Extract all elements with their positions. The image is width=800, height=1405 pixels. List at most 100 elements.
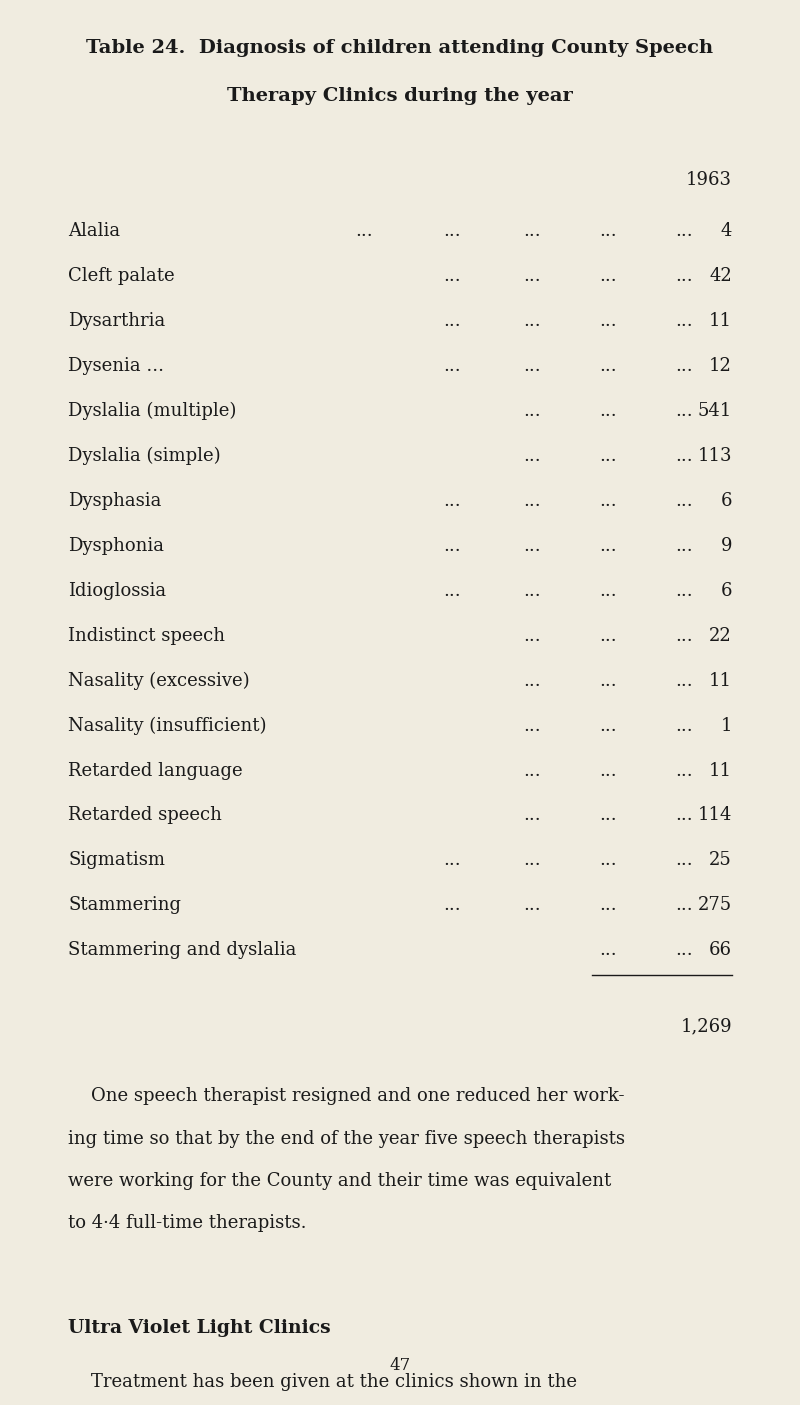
Text: ...: ... (599, 312, 617, 330)
Text: ...: ... (523, 222, 541, 240)
Text: Dysphasia: Dysphasia (68, 492, 162, 510)
Text: Idioglossia: Idioglossia (68, 582, 166, 600)
Text: 541: 541 (698, 402, 732, 420)
Text: ...: ... (355, 222, 373, 240)
Text: ...: ... (523, 357, 541, 375)
Text: ...: ... (599, 851, 617, 870)
Text: Stammering: Stammering (68, 896, 181, 915)
Text: ...: ... (523, 447, 541, 465)
Text: ...: ... (599, 492, 617, 510)
Text: ...: ... (675, 492, 693, 510)
Text: ...: ... (675, 222, 693, 240)
Text: 113: 113 (698, 447, 732, 465)
Text: ...: ... (599, 896, 617, 915)
Text: ...: ... (599, 447, 617, 465)
Text: ...: ... (443, 267, 461, 285)
Text: ...: ... (443, 357, 461, 375)
Text: ...: ... (599, 267, 617, 285)
Text: 275: 275 (698, 896, 732, 915)
Text: 1: 1 (721, 717, 732, 735)
Text: ...: ... (523, 806, 541, 825)
Text: 1963: 1963 (686, 171, 732, 190)
Text: ...: ... (523, 267, 541, 285)
Text: to 4·4 full-time therapists.: to 4·4 full-time therapists. (68, 1214, 306, 1232)
Text: Ultra Violet Light Clinics: Ultra Violet Light Clinics (68, 1319, 330, 1338)
Text: ...: ... (599, 717, 617, 735)
Text: 47: 47 (390, 1357, 410, 1374)
Text: ...: ... (599, 537, 617, 555)
Text: 42: 42 (710, 267, 732, 285)
Text: ing time so that by the end of the year five speech therapists: ing time so that by the end of the year … (68, 1130, 625, 1148)
Text: ...: ... (599, 222, 617, 240)
Text: Indistinct speech: Indistinct speech (68, 627, 225, 645)
Text: ...: ... (443, 492, 461, 510)
Text: ...: ... (523, 582, 541, 600)
Text: Retarded speech: Retarded speech (68, 806, 222, 825)
Text: Treatment has been given at the clinics shown in the: Treatment has been given at the clinics … (68, 1373, 577, 1391)
Text: ...: ... (599, 762, 617, 780)
Text: ...: ... (675, 267, 693, 285)
Text: Nasality (insufficient): Nasality (insufficient) (68, 717, 266, 735)
Text: Sigmatism: Sigmatism (68, 851, 165, 870)
Text: ...: ... (523, 896, 541, 915)
Text: ...: ... (675, 941, 693, 960)
Text: ...: ... (443, 896, 461, 915)
Text: ...: ... (523, 672, 541, 690)
Text: ...: ... (675, 312, 693, 330)
Text: 11: 11 (709, 312, 732, 330)
Text: 1,269: 1,269 (680, 1017, 732, 1035)
Text: Dyslalia (multiple): Dyslalia (multiple) (68, 402, 236, 420)
Text: 12: 12 (709, 357, 732, 375)
Text: 11: 11 (709, 762, 732, 780)
Text: Stammering and dyslalia: Stammering and dyslalia (68, 941, 296, 960)
Text: Dysarthria: Dysarthria (68, 312, 166, 330)
Text: ...: ... (443, 222, 461, 240)
Text: ...: ... (523, 312, 541, 330)
Text: ...: ... (523, 717, 541, 735)
Text: 25: 25 (710, 851, 732, 870)
Text: ...: ... (443, 582, 461, 600)
Text: ...: ... (675, 672, 693, 690)
Text: Nasality (excessive): Nasality (excessive) (68, 672, 250, 690)
Text: 114: 114 (698, 806, 732, 825)
Text: ...: ... (523, 537, 541, 555)
Text: 4: 4 (721, 222, 732, 240)
Text: 9: 9 (721, 537, 732, 555)
Text: 6: 6 (721, 582, 732, 600)
Text: ...: ... (599, 357, 617, 375)
Text: were working for the County and their time was equivalent: were working for the County and their ti… (68, 1172, 611, 1190)
Text: ...: ... (675, 762, 693, 780)
Text: Dysphonia: Dysphonia (68, 537, 164, 555)
Text: ...: ... (675, 357, 693, 375)
Text: ...: ... (599, 941, 617, 960)
Text: ...: ... (443, 851, 461, 870)
Text: ...: ... (675, 851, 693, 870)
Text: Dysenia ...: Dysenia ... (68, 357, 164, 375)
Text: Therapy Clinics during the year: Therapy Clinics during the year (227, 87, 573, 105)
Text: Cleft palate: Cleft palate (68, 267, 174, 285)
Text: ...: ... (675, 402, 693, 420)
Text: One speech therapist resigned and one reduced her work-: One speech therapist resigned and one re… (68, 1087, 625, 1106)
Text: ...: ... (675, 896, 693, 915)
Text: ...: ... (443, 312, 461, 330)
Text: ...: ... (675, 717, 693, 735)
Text: Dyslalia (simple): Dyslalia (simple) (68, 447, 221, 465)
Text: ...: ... (675, 447, 693, 465)
Text: 66: 66 (709, 941, 732, 960)
Text: ...: ... (675, 537, 693, 555)
Text: ...: ... (599, 627, 617, 645)
Text: ...: ... (523, 492, 541, 510)
Text: ...: ... (599, 402, 617, 420)
Text: ...: ... (523, 402, 541, 420)
Text: ...: ... (599, 582, 617, 600)
Text: Alalia: Alalia (68, 222, 120, 240)
Text: 11: 11 (709, 672, 732, 690)
Text: Retarded language: Retarded language (68, 762, 242, 780)
Text: ...: ... (523, 851, 541, 870)
Text: 6: 6 (721, 492, 732, 510)
Text: ...: ... (675, 582, 693, 600)
Text: ...: ... (675, 627, 693, 645)
Text: Table 24.  Diagnosis of children attending County Speech: Table 24. Diagnosis of children attendin… (86, 39, 714, 58)
Text: 22: 22 (710, 627, 732, 645)
Text: ...: ... (443, 537, 461, 555)
